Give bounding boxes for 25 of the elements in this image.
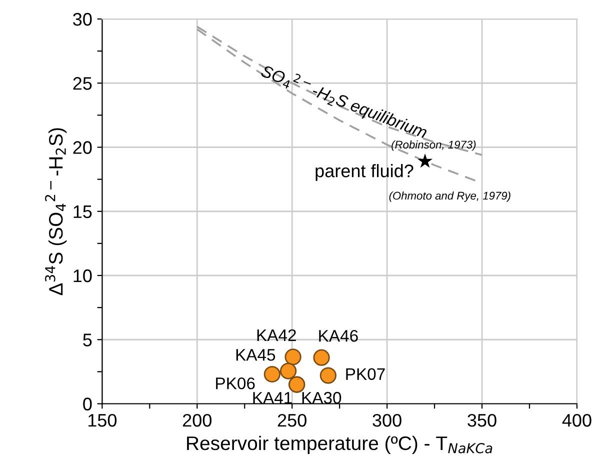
annotation: KA30 bbox=[302, 392, 342, 404]
y-axis-title: Δ$^{34}$S (SO$_{4}$$^{2−}$-H$_{2}$S) bbox=[45, 128, 67, 296]
x-tick-label: 250 bbox=[278, 414, 306, 427]
annotation: (Ohmoto and Rye, 1979) bbox=[389, 191, 510, 202]
annotation: KA42 bbox=[257, 329, 296, 341]
annotation: KA45 bbox=[236, 349, 276, 361]
annotation: (Robinson, 1973) bbox=[392, 140, 476, 151]
y-tick-label: 5 bbox=[83, 334, 92, 346]
annotation: PK07 bbox=[346, 368, 385, 380]
x-tick-label: 350 bbox=[468, 414, 496, 427]
annotation: KA46 bbox=[319, 330, 358, 342]
y-tick-label: 10 bbox=[74, 269, 92, 282]
annotation: KA41 bbox=[253, 392, 292, 404]
x-tick-label: 300 bbox=[372, 414, 402, 427]
y-tick-label: 30 bbox=[73, 12, 92, 26]
x-tick-label: 400 bbox=[562, 414, 592, 427]
annotation: parent fluid? bbox=[316, 164, 414, 181]
y-tick-label: 0 bbox=[83, 398, 92, 410]
x-tick-label: 200 bbox=[182, 414, 212, 427]
y-tick-label: 25 bbox=[73, 77, 92, 90]
y-tick-label: 15 bbox=[74, 205, 92, 218]
x-axis-title: Reservoir temperature (ºC) - T$_{NaKCa}$ bbox=[187, 436, 492, 454]
x-tick-label: 150 bbox=[88, 414, 117, 427]
y-tick-label: 20 bbox=[73, 141, 92, 154]
annotation: PK06 bbox=[216, 377, 255, 390]
